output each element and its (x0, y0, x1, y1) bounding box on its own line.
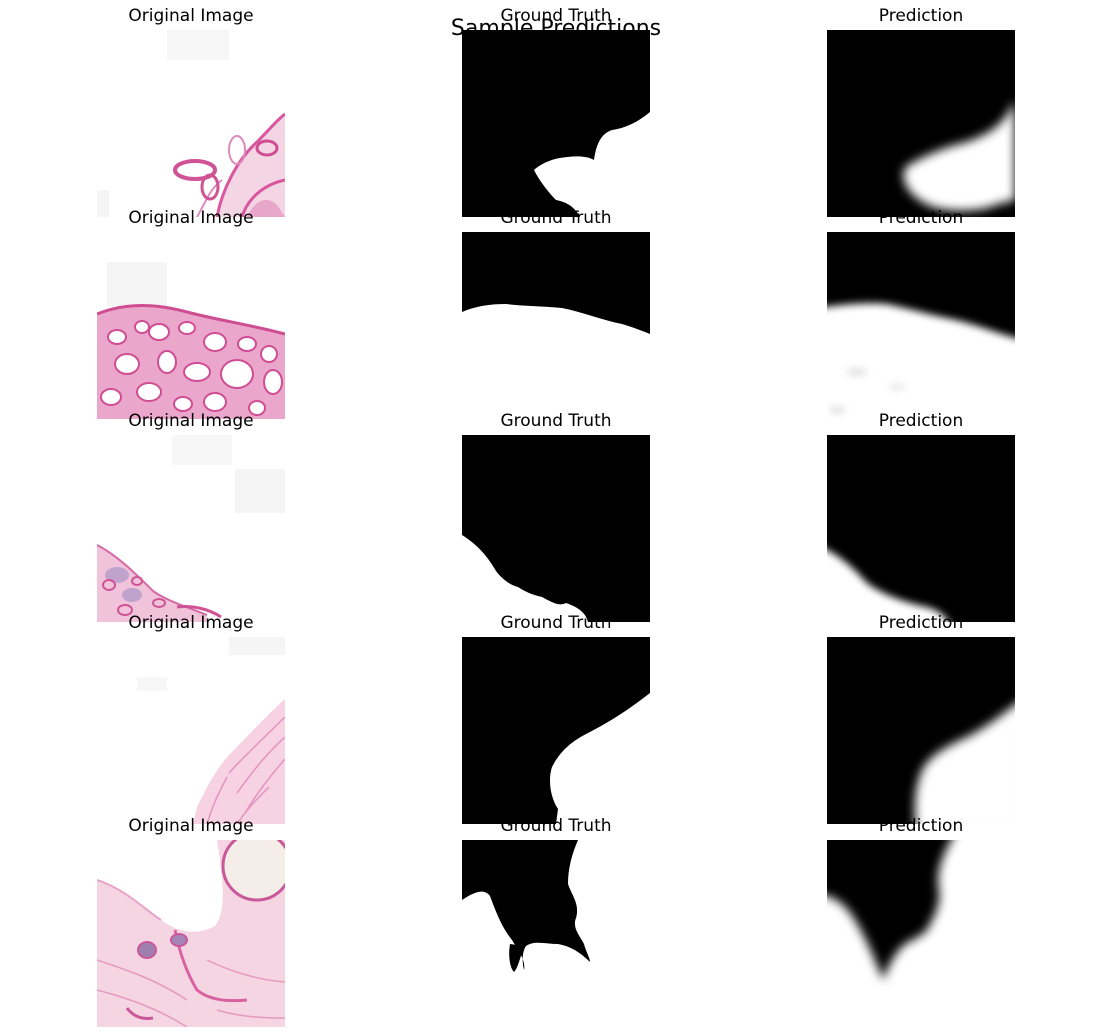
ground-truth-mask-2 (462, 232, 650, 419)
ground-truth-title-2: Ground Truth (500, 208, 612, 228)
original-image-1 (97, 30, 285, 217)
prediction-mask-4 (827, 637, 1015, 824)
prediction-title-5: Prediction (878, 816, 964, 836)
original-image-title-5: Original Image (128, 816, 254, 836)
ground-truth-mask-4 (462, 637, 650, 824)
prediction-mask-5 (827, 840, 1015, 1027)
original-image-5 (97, 840, 285, 1027)
original-image-2 (97, 232, 285, 419)
original-image-title-4: Original Image (128, 613, 254, 633)
ground-truth-title-5: Ground Truth (500, 816, 612, 836)
ground-truth-mask-5 (462, 840, 650, 1027)
original-image-4 (97, 637, 285, 824)
ground-truth-mask-3 (462, 435, 650, 622)
ground-truth-title-3: Ground Truth (500, 411, 612, 431)
original-image-title-3: Original Image (128, 411, 254, 431)
prediction-title-1: Prediction (878, 6, 964, 26)
original-image-3 (97, 435, 285, 622)
ground-truth-mask-1 (462, 30, 650, 217)
prediction-mask-3 (827, 435, 1015, 622)
ground-truth-title-1: Ground Truth (500, 6, 612, 26)
prediction-title-3: Prediction (878, 411, 964, 431)
original-image-title-2: Original Image (128, 208, 254, 228)
prediction-mask-1 (827, 30, 1015, 217)
ground-truth-title-4: Ground Truth (500, 613, 612, 633)
original-image-title-1: Original Image (128, 6, 254, 26)
prediction-mask-2 (827, 232, 1015, 419)
prediction-title-2: Prediction (878, 208, 964, 228)
prediction-title-4: Prediction (878, 613, 964, 633)
